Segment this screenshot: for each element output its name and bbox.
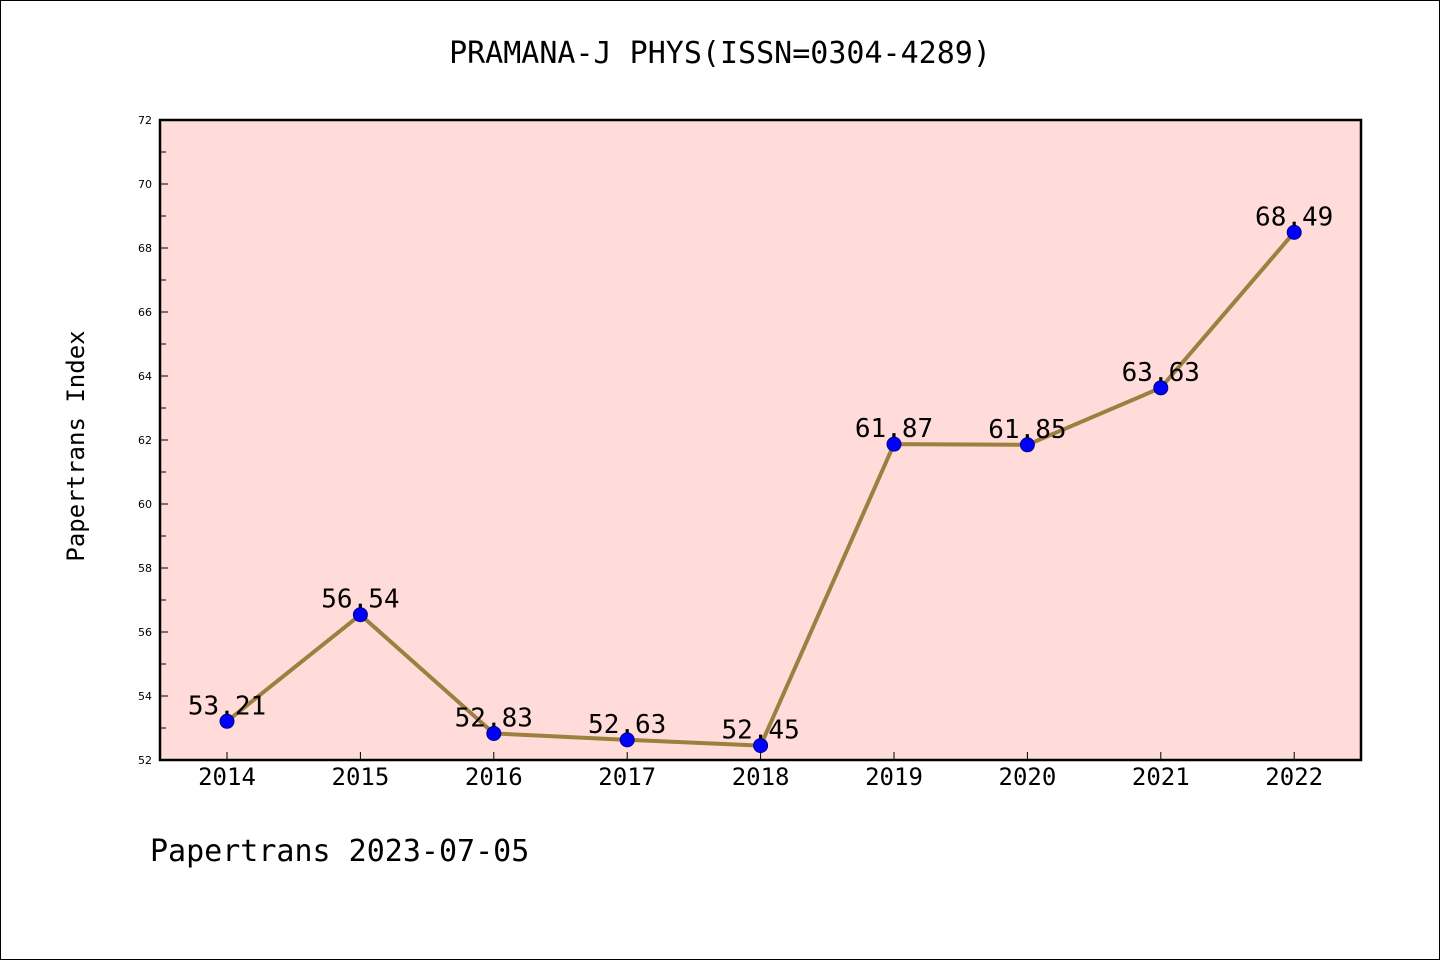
data-label: 56.54 (321, 585, 399, 615)
data-point (886, 436, 902, 452)
data-label: 61.85 (988, 415, 1066, 445)
chart-title: PRAMANA-J PHYS(ISSN=0304-4289) (449, 36, 991, 71)
footer-text: Papertrans 2023-07-05 (150, 834, 530, 869)
data-point (219, 713, 235, 729)
y-tick-label: 62 (138, 434, 152, 447)
y-tick-label: 70 (138, 178, 152, 191)
data-point (1019, 437, 1035, 453)
data-point (352, 607, 368, 623)
y-tick-label: 64 (138, 370, 152, 383)
plot-area (160, 120, 1361, 760)
x-tick-label: 2019 (865, 763, 923, 791)
y-tick-label: 58 (138, 562, 152, 575)
data-label: 52.63 (588, 710, 666, 740)
x-tick-label: 2015 (332, 763, 390, 791)
y-tick-label: 52 (138, 754, 152, 767)
data-label: 52.45 (721, 716, 799, 746)
data-point (619, 732, 635, 748)
data-point (753, 738, 769, 754)
x-tick-label: 2016 (465, 763, 523, 791)
y-tick-label: 54 (138, 690, 152, 703)
x-tick-label: 2020 (999, 763, 1057, 791)
plot-border (158, 118, 1363, 762)
data-point (1286, 224, 1302, 240)
data-label: 63.63 (1122, 358, 1200, 388)
x-tick-label: 2017 (598, 763, 656, 791)
data-label: 53.21 (188, 691, 266, 721)
y-tick-label: 56 (138, 626, 152, 639)
y-tick-label: 60 (138, 498, 152, 511)
y-tick-label: 68 (138, 242, 152, 255)
y-tick-label: 72 (138, 114, 152, 127)
data-label: 68.49 (1255, 202, 1333, 232)
x-tick-label: 2014 (198, 763, 256, 791)
data-point (486, 725, 502, 741)
x-tick-label: 2022 (1265, 763, 1323, 791)
x-tick-label: 2021 (1132, 763, 1190, 791)
data-point (1153, 380, 1169, 396)
data-label: 61.87 (855, 414, 933, 444)
y-tick-label: 66 (138, 306, 152, 319)
data-label: 52.83 (455, 703, 533, 733)
x-tick-label: 2018 (732, 763, 790, 791)
